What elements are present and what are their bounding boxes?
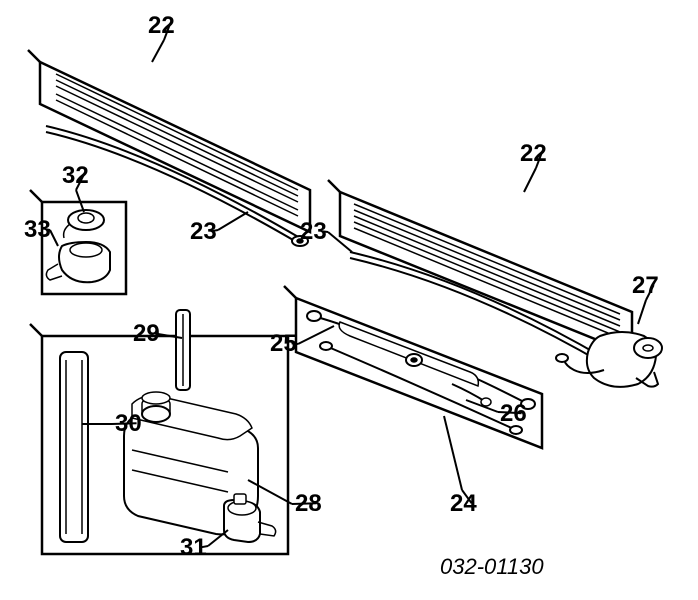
callout-33: 33 <box>24 216 51 244</box>
leader-22 <box>524 168 536 192</box>
leader-25 <box>298 326 334 344</box>
callout-29: 29 <box>133 320 160 348</box>
leader-33 <box>50 230 58 246</box>
diagram-stage: 22 22 23 23 24 25 26 27 28 29 30 31 32 33 032-01130 <box>0 0 698 600</box>
callout-25: 25 <box>270 330 297 358</box>
part-number: 032-01130 <box>440 554 544 580</box>
leader-22 <box>152 40 164 62</box>
callout-22: 22 <box>520 140 547 168</box>
leader-24 <box>444 416 462 490</box>
callout-23: 23 <box>300 218 327 246</box>
callout-32: 32 <box>62 162 89 190</box>
leader-23 <box>218 212 248 230</box>
callout-30: 30 <box>115 410 142 438</box>
callout-28: 28 <box>295 490 322 518</box>
callout-24: 24 <box>450 490 477 518</box>
callout-26: 26 <box>500 400 527 428</box>
callout-31: 31 <box>180 534 207 562</box>
diagram-svg <box>0 0 698 600</box>
callout-22: 22 <box>148 12 175 40</box>
callout-27: 27 <box>632 272 659 300</box>
leader-27 <box>638 300 646 324</box>
callout-23: 23 <box>190 218 217 246</box>
